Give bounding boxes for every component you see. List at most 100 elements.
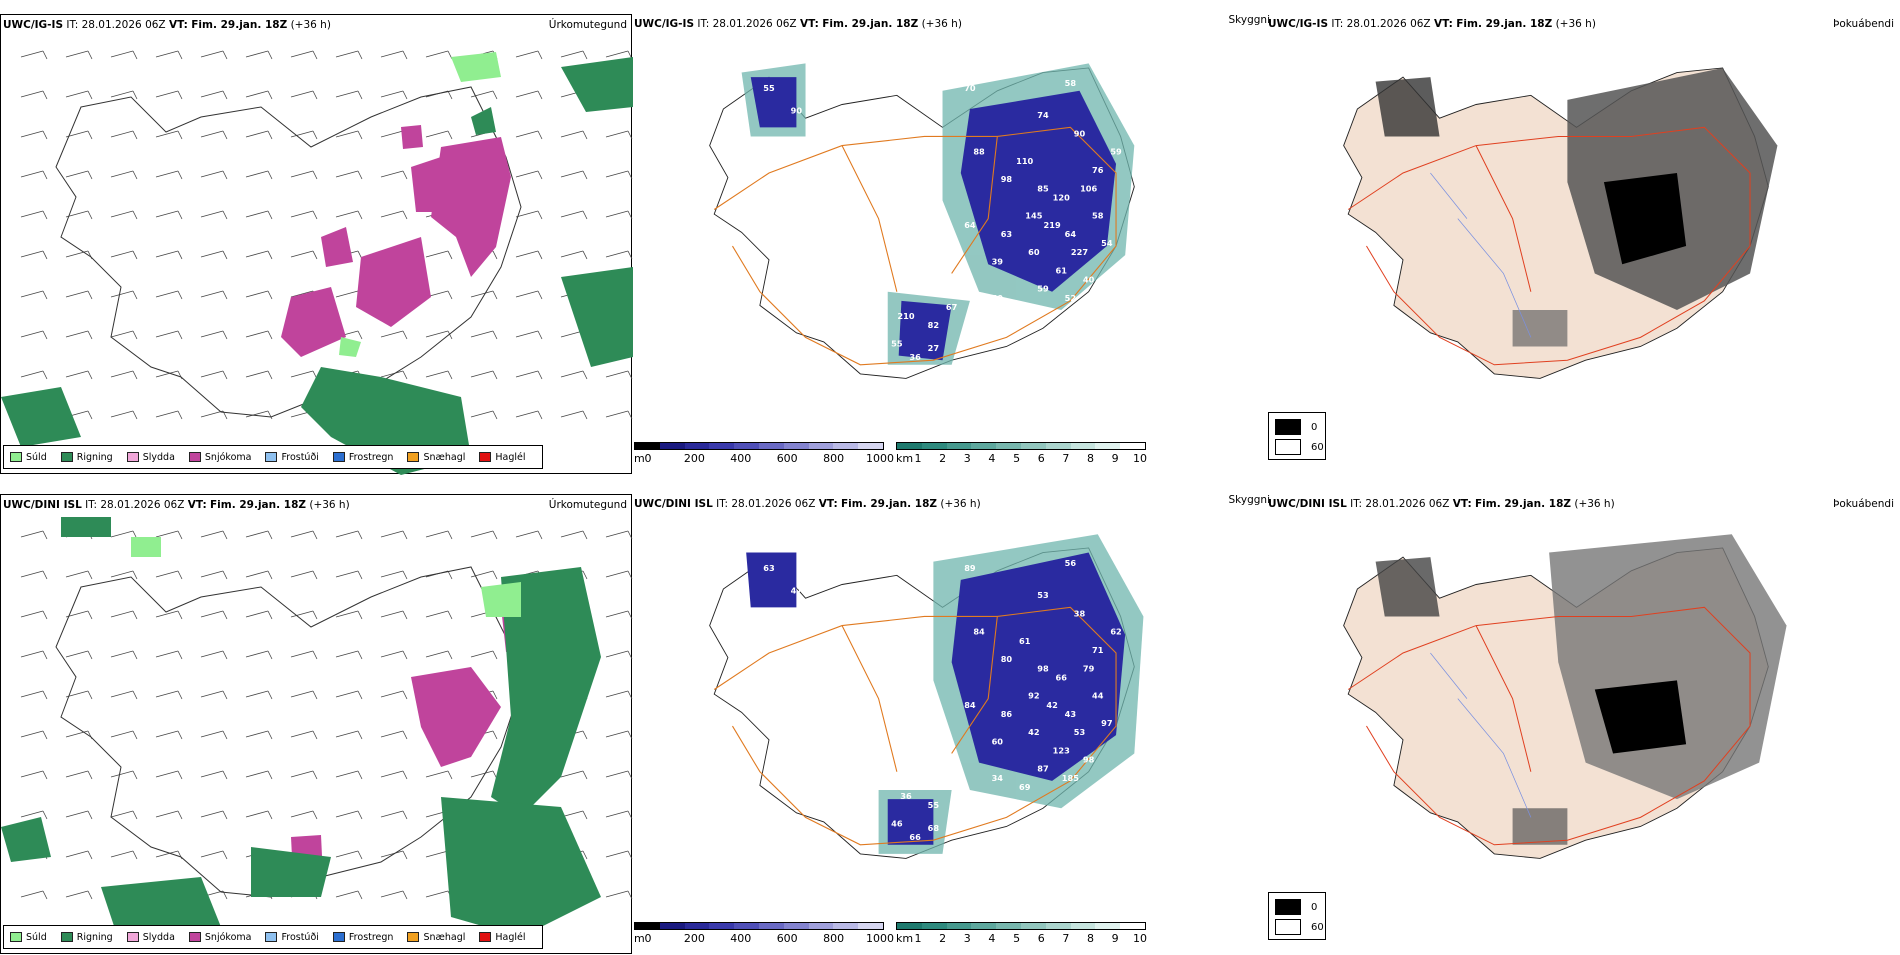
- cloud-base-label: 55: [928, 800, 940, 810]
- wind-barb: [335, 810, 359, 818]
- cloud-base-label: 56: [1065, 558, 1077, 568]
- wind-barb-feather: [132, 370, 138, 380]
- tick-label: 0: [644, 452, 652, 465]
- wind-barb-feather: [222, 290, 228, 300]
- wind-barb-feather: [582, 210, 588, 220]
- wind-barb: [605, 610, 629, 618]
- wind-barb-feather: [42, 770, 48, 780]
- wind-barb-feather: [447, 330, 453, 340]
- cloud-base-label: 97: [1101, 718, 1113, 728]
- wind-barb-feather: [627, 410, 633, 420]
- wind-barb-feather: [582, 850, 588, 860]
- legend-swatch: [407, 452, 420, 462]
- tick-label: 9: [1111, 932, 1119, 945]
- wind-barb-feather: [312, 570, 318, 580]
- cloud-base-label: 53: [1037, 590, 1049, 600]
- wind-barb-feather: [177, 290, 183, 300]
- wind-barb: [335, 210, 359, 218]
- wind-barb: [515, 130, 539, 138]
- wind-barb: [65, 890, 89, 898]
- wind-barb: [560, 410, 584, 418]
- wind-barb: [155, 130, 179, 138]
- panel-title: UWC/IG-IS IT: 28.01.2026 06Z VT: Fim. 29…: [1268, 18, 1596, 30]
- fog-map: [1343, 534, 1787, 859]
- precip-map: [1, 517, 633, 947]
- panel-title: UWC/DINI ISL IT: 28.01.2026 06Z VT: Fim.…: [1268, 498, 1615, 510]
- ceiling-ticks: 0 200 400 600 800 1000: [645, 932, 895, 946]
- wind-barb-feather: [222, 730, 228, 740]
- wind-barb: [245, 530, 269, 538]
- cloud-base-label: 98: [1083, 755, 1095, 765]
- wind-barb-feather: [42, 890, 48, 900]
- wind-barb: [200, 770, 224, 778]
- wind-barb: [200, 810, 224, 818]
- legend-item-hagel: Haglél: [479, 932, 526, 943]
- wind-barb-feather: [177, 650, 183, 660]
- wind-barb: [200, 370, 224, 378]
- wind-barb-feather: [627, 130, 633, 140]
- cloud-base-label: 55: [763, 83, 775, 93]
- wind-barb-feather: [357, 570, 363, 580]
- wind-barb: [380, 690, 404, 698]
- wind-barb: [470, 410, 494, 418]
- wind-barb: [65, 650, 89, 658]
- cloud-base-label: 70: [964, 83, 976, 93]
- legend-swatch: [10, 452, 22, 462]
- wind-barb: [425, 250, 449, 258]
- wind-barb: [515, 370, 539, 378]
- wind-barb: [245, 770, 269, 778]
- tick-label: 9: [1111, 452, 1119, 465]
- panel-type-label: Úrkomutegund: [548, 499, 627, 511]
- wind-barb: [20, 610, 44, 618]
- wind-barb: [200, 330, 224, 338]
- wind-barb: [65, 50, 89, 58]
- wind-barb-feather: [537, 50, 543, 60]
- wind-barb-feather: [177, 130, 183, 140]
- visibility-unit: km: [896, 932, 914, 945]
- wind-barb-feather: [222, 250, 228, 260]
- cloud-base-label: 82: [928, 320, 939, 330]
- wind-barb: [65, 730, 89, 738]
- wind-barb: [425, 530, 449, 538]
- cloud-base-label: 58: [1065, 78, 1077, 88]
- wind-barb: [200, 690, 224, 698]
- tick-label: 400: [730, 452, 752, 465]
- tick-label: 4: [988, 452, 996, 465]
- wind-barb-feather: [357, 650, 363, 660]
- wind-barb: [470, 370, 494, 378]
- fog-legend: 0 60: [1268, 892, 1326, 940]
- rivers: [1430, 172, 1532, 338]
- cloud-base-label: 62: [1110, 627, 1121, 637]
- fog-legend-row: 60: [1275, 439, 1324, 455]
- legend-swatch: [126, 932, 139, 942]
- wind-barb-feather: [582, 170, 588, 180]
- wind-barb-feather: [537, 530, 543, 540]
- wind-barb: [65, 330, 89, 338]
- wind-barb: [245, 650, 269, 658]
- wind-barb: [245, 730, 269, 738]
- wind-barb-feather: [222, 330, 228, 340]
- wind-barb-feather: [537, 210, 543, 220]
- legend-swatch: [332, 932, 345, 942]
- tick-label: 7: [1062, 452, 1070, 465]
- wind-barb-feather: [402, 370, 408, 380]
- wind-barb: [425, 650, 449, 658]
- wind-barb: [560, 250, 584, 258]
- wind-barb-feather: [42, 130, 48, 140]
- road-network: [713, 606, 1117, 846]
- wind-barb: [605, 130, 629, 138]
- wind-barb: [110, 530, 134, 538]
- wind-barb: [380, 730, 404, 738]
- legend-item-frostudi: Frostúði: [265, 452, 319, 463]
- wind-barb: [380, 170, 404, 178]
- wind-barb: [335, 770, 359, 778]
- wind-barb-feather: [177, 730, 183, 740]
- visibility-colorbar-strip: [896, 442, 1146, 450]
- wind-barb: [200, 170, 224, 178]
- wind-barb: [380, 650, 404, 658]
- low-cloud-areas: [746, 552, 1126, 845]
- wind-barb-feather: [312, 730, 318, 740]
- wind-barb-feather: [132, 330, 138, 340]
- wind-barb: [380, 370, 404, 378]
- wind-barb: [20, 170, 44, 178]
